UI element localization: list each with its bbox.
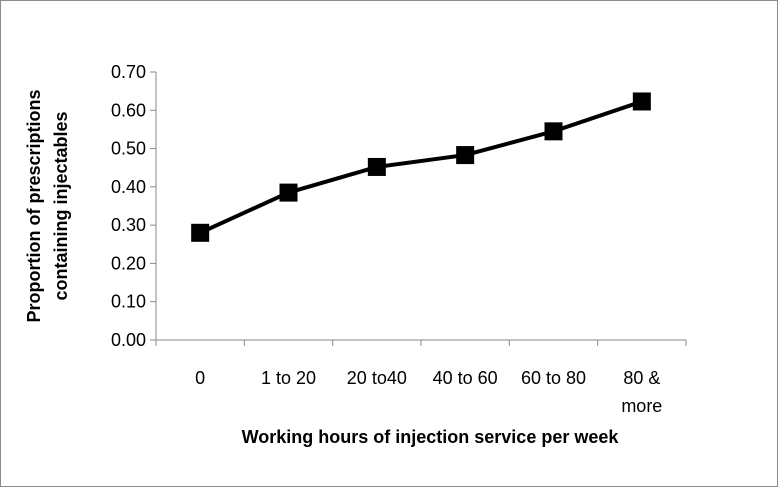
y-tick-label: 0.70: [111, 62, 146, 82]
y-tick-label: 0.60: [111, 100, 146, 120]
data-point-marker: [191, 223, 210, 242]
x-axis-title: Working hours of injection service per w…: [242, 427, 620, 447]
axis-titles: Working hours of injection service per w…: [24, 89, 619, 447]
x-tick-label: 0: [195, 368, 205, 388]
y-axis-title: containing injectables: [51, 111, 71, 300]
y-tick-label: 0.10: [111, 292, 146, 312]
x-axis: 0 1 to 20 20 to40 40 to 60 60 to 80 80 & more: [155, 339, 687, 416]
x-tick-label: 40 to 60: [433, 368, 498, 388]
data-point-marker: [279, 183, 298, 202]
y-axis-title: Proportion of prescriptions: [24, 89, 44, 322]
data-point-marker: [456, 146, 475, 165]
data-point-marker: [367, 157, 386, 176]
x-tick-label: 20 to40: [347, 368, 407, 388]
y-tick-label: 0.20: [111, 253, 146, 273]
series-line: [191, 92, 651, 242]
y-tick-label: 0.30: [111, 215, 146, 235]
y-tick-label: 0.00: [111, 330, 146, 350]
x-tick-label: 80 &: [623, 368, 660, 388]
y-axis: 0.00 0.10 0.20 0.30 0.40 0.50 0.60 0.70: [111, 62, 157, 350]
y-tick-label: 0.40: [111, 177, 146, 197]
y-tick-label: 0.50: [111, 139, 146, 159]
x-tick-label: 1 to 20: [261, 368, 316, 388]
x-tick-label: more: [621, 396, 662, 416]
data-point-marker: [544, 122, 563, 141]
x-tick-label: 60 to 80: [521, 368, 586, 388]
data-point-marker: [632, 92, 651, 111]
series-line-path: [199, 99, 643, 235]
